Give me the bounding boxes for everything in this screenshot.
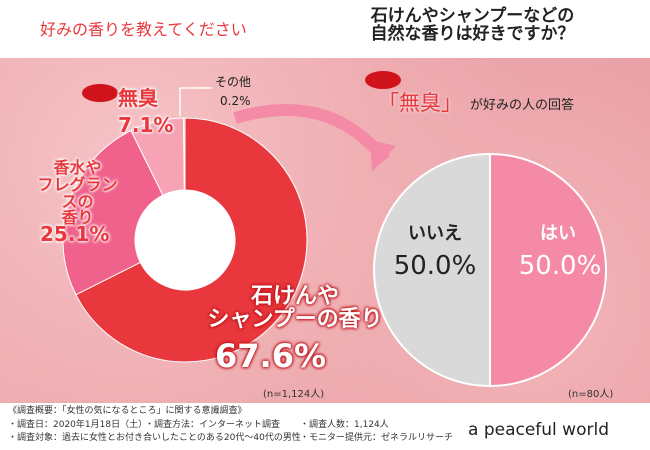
brand: a peaceful world [468, 420, 609, 440]
sample-note: (n=1,124人) [263, 389, 325, 400]
left-title: 好みの香りを教えてください [40, 20, 247, 39]
sample-note: (n=80人) [568, 389, 614, 400]
footer-item: ・モニター提供元：ゼネラルリサーチ [300, 433, 454, 443]
value-label: 7.1% [118, 113, 174, 137]
subtitle-highlight: 「無臭」 [378, 91, 462, 115]
arrow-head [370, 140, 396, 172]
value-label: 67.6% [215, 337, 327, 375]
value-label: 25.1% [40, 222, 110, 246]
footer-item: ・調査方法：インターネット調査 [145, 420, 281, 430]
footer-item: ・調査日：2020年1月18日（土） [8, 420, 148, 430]
value-label: 50.0% [393, 251, 477, 281]
slice [373, 152, 491, 388]
value-label: 50.0% [518, 251, 602, 281]
category-label: 石けんや シャンプーの香り [207, 284, 383, 333]
slice [489, 152, 607, 388]
right-title: 石けんやシャンプーなどの 自然な香りは好きですか？ [370, 6, 575, 44]
lips-icon [82, 84, 118, 102]
category-label: はい [540, 223, 576, 244]
footer-item: ・調査人数：1,124人 [300, 420, 389, 430]
footer-item: ・調査対象：過去に女性とお付き合いしたことのある20代〜40代の男性 [8, 433, 301, 443]
category-label: その他 [215, 75, 252, 89]
footer-heading: 《調査概要：「女性の気になるところ」に関する意識調査》 [8, 406, 247, 416]
category-label: いいえ [408, 223, 462, 244]
subtitle: が好みの人の回答 [470, 98, 575, 113]
lips-icon [365, 71, 401, 89]
category-label: 香水や フレグランスの 香り [37, 158, 118, 228]
value-label: 0.2% [220, 94, 251, 108]
category-label: 無臭 [118, 86, 158, 110]
donut-hole [135, 190, 235, 290]
